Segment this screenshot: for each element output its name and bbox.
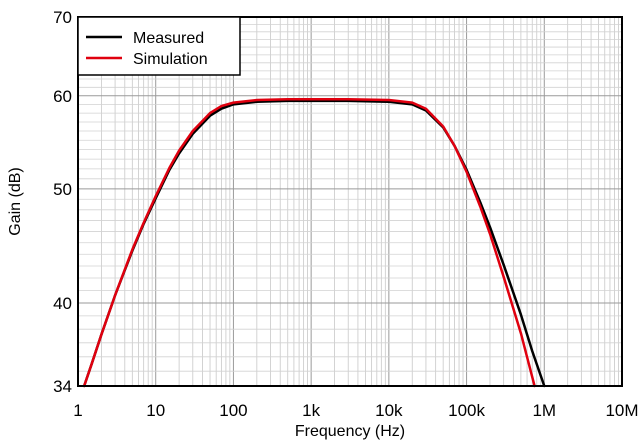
y-tick-label: 70: [53, 8, 72, 27]
legend-box: [77, 16, 241, 76]
y-tick-label: 60: [53, 87, 72, 106]
x-tick-label: 10: [146, 401, 165, 420]
x-tick-label: 100: [219, 401, 247, 420]
legend-label-measured: Measured: [133, 30, 204, 47]
x-tick-label: 1: [73, 401, 82, 420]
legend: Measured Simulation: [77, 16, 241, 76]
series-layer: [82, 97, 546, 388]
y-tick-label: 50: [53, 180, 72, 199]
y-tick-label: 40: [53, 294, 72, 313]
y-tick-label: 34: [53, 377, 72, 396]
tick-labels: 1 10 100 1k 10k 100k 1M 10M 34 40 50 60 70: [53, 8, 638, 420]
x-tick-label: 1M: [532, 401, 556, 420]
x-tick-label: 1k: [302, 401, 320, 420]
y-axis-title: Gain (dB): [7, 167, 24, 235]
x-tick-label: 10M: [605, 401, 638, 420]
x-tick-label: 100k: [448, 401, 485, 420]
plot-frame: [77, 16, 623, 387]
series-line-simulation: [82, 97, 536, 388]
legend-label-simulation: Simulation: [133, 51, 208, 68]
x-axis-title: Frequency (Hz): [295, 423, 405, 440]
x-tick-label: 10k: [375, 401, 403, 420]
